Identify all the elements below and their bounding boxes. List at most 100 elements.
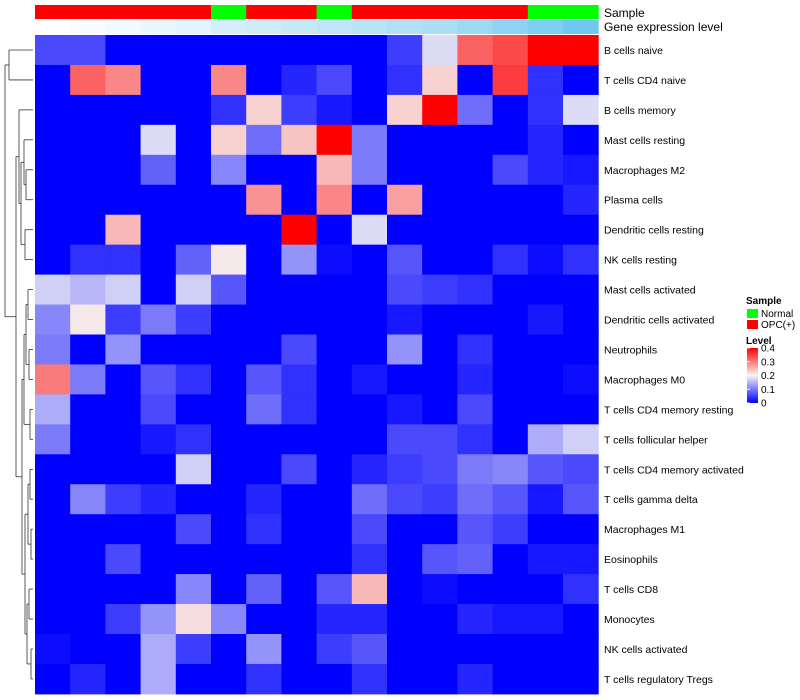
row-label: Eosinophils — [604, 554, 658, 566]
heatmap-cell — [316, 424, 353, 455]
heatmap-cell — [387, 64, 423, 96]
legend-tick-label: 0.3 — [761, 357, 775, 368]
heatmap-cell — [35, 394, 71, 425]
heatmap-cell — [563, 394, 599, 425]
heatmap-cell — [422, 484, 458, 515]
heatmap-cell — [351, 394, 388, 425]
heatmap-cell — [70, 64, 106, 96]
heatmap-cell — [387, 244, 423, 276]
gene-annotation-cell — [527, 20, 564, 34]
heatmap-cell — [563, 663, 599, 695]
sample-annotation-cell — [281, 5, 318, 19]
sample-annotation-cell — [316, 5, 353, 19]
heatmap-cell — [211, 634, 247, 665]
heatmap-cell — [281, 214, 318, 246]
heatmap-cell — [105, 364, 142, 395]
heatmap-cell — [35, 244, 71, 276]
heatmap-cell — [563, 604, 599, 635]
heatmap-cell — [175, 214, 212, 246]
heatmap-cell — [351, 334, 388, 365]
heatmap-cell — [351, 544, 388, 575]
heatmap-cell — [35, 35, 71, 66]
legend-level-gradient — [747, 348, 758, 403]
sample-annotation-cell — [457, 5, 494, 19]
sample-annotation-cell — [246, 5, 282, 19]
heatmap-cell — [140, 214, 177, 246]
row-label: Monocytes — [604, 614, 655, 626]
heatmap-cell — [140, 124, 177, 156]
heatmap-cell — [563, 304, 599, 335]
heatmap-cell — [211, 574, 247, 605]
heatmap-cell — [35, 184, 71, 216]
heatmap-cell — [527, 124, 564, 156]
heatmap-cell — [527, 484, 564, 515]
heatmap-cell — [563, 274, 599, 306]
sample-annotation-cell — [35, 5, 71, 19]
heatmap-cell — [387, 424, 423, 455]
heatmap-cell — [211, 154, 247, 186]
heatmap-cell — [70, 454, 106, 485]
heatmap-cell — [140, 634, 177, 665]
heatmap-cell — [140, 544, 177, 575]
heatmap-cell — [246, 214, 282, 246]
heatmap-cell — [422, 184, 458, 216]
gene-annotation-cell — [175, 20, 212, 34]
heatmap-cell — [70, 484, 106, 515]
row-label: T cells CD8 — [604, 584, 658, 596]
heatmap-cell — [140, 154, 177, 186]
heatmap-cell — [281, 574, 318, 605]
heatmap-cell — [351, 214, 388, 246]
legend-tick-label: 0.2 — [761, 371, 775, 382]
row-label: NK cells activated — [604, 644, 688, 656]
heatmap-cell — [387, 484, 423, 515]
heatmap-cell — [422, 544, 458, 575]
heatmap-cell — [457, 663, 494, 695]
heatmap-cell — [140, 364, 177, 395]
heatmap-cell — [563, 184, 599, 216]
heatmap-cell — [351, 514, 388, 545]
legend-level-ticks: 0.4 0.3 0.2 0.1 0 — [747, 344, 775, 410]
heatmap-cell — [246, 604, 282, 635]
heatmap-cell — [527, 544, 564, 575]
heatmap-cell — [492, 304, 529, 335]
heatmap-cell — [281, 484, 318, 515]
heatmap-cell — [351, 64, 388, 96]
sample-annotation-cell — [422, 5, 458, 19]
heatmap-cell — [140, 424, 177, 455]
heatmap-cell — [563, 454, 599, 485]
heatmap-cell — [457, 454, 494, 485]
sample-annotation-cell — [140, 5, 177, 19]
heatmap-cell — [527, 663, 564, 695]
heatmap-cell — [35, 274, 71, 306]
heatmap-cell — [316, 514, 353, 545]
heatmap-cell — [316, 334, 353, 365]
heatmap-cell — [140, 454, 177, 485]
heatmap-cell — [246, 244, 282, 276]
heatmap-cell — [422, 94, 458, 126]
heatmap-cell — [246, 274, 282, 306]
heatmap-cell — [105, 124, 142, 156]
heatmap-cell — [35, 214, 71, 246]
heatmap-cell — [35, 64, 71, 96]
heatmap-cell — [457, 94, 494, 126]
heatmap-cell — [105, 154, 142, 186]
heatmap-cell — [527, 364, 564, 395]
heatmap-cell — [140, 334, 177, 365]
heatmap-cell — [387, 574, 423, 605]
heatmap-cell — [387, 154, 423, 186]
heatmap-cell — [351, 154, 388, 186]
heatmap-cell — [281, 424, 318, 455]
heatmap-cell — [527, 244, 564, 276]
heatmap-cell — [140, 184, 177, 216]
heatmap-cell — [563, 244, 599, 276]
heatmap-cell — [387, 124, 423, 156]
heatmap-cell — [175, 514, 212, 545]
heatmap-cell — [70, 274, 106, 306]
heatmap-cell — [422, 514, 458, 545]
gene-annotation-title: Gene expression level — [604, 20, 723, 34]
heatmap-cell — [457, 484, 494, 515]
heatmap-cell — [105, 394, 142, 425]
row-label: Macrophages M0 — [604, 374, 685, 386]
heatmap-cell — [105, 214, 142, 246]
row-label: T cells follicular helper — [604, 434, 708, 446]
